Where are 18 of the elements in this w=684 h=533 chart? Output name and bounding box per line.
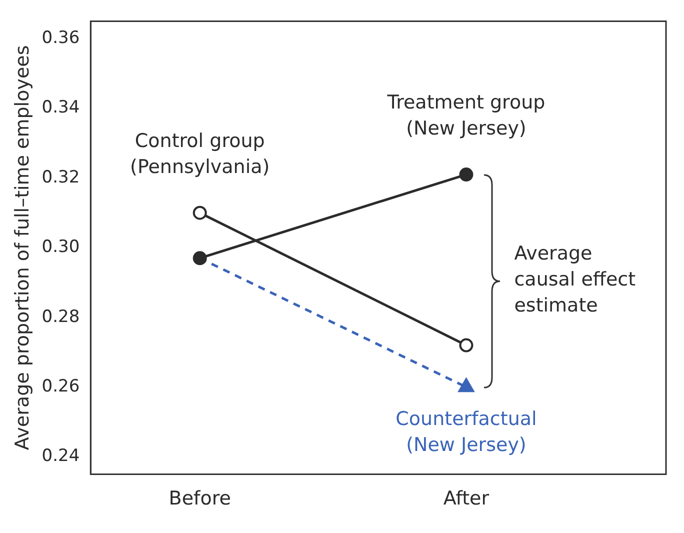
- point: [192, 206, 207, 220]
- point: [192, 251, 207, 266]
- y-tick-label: 0.32: [42, 167, 80, 188]
- y-tick-label: 0.26: [42, 376, 80, 397]
- text: Control group (Pennsylvania): [130, 130, 270, 178]
- x-tick-label: After: [443, 488, 490, 510]
- y-tick-label: 0.28: [42, 306, 80, 327]
- point: [459, 338, 474, 352]
- x-tick-label: Before: [168, 488, 231, 510]
- point: [459, 168, 474, 182]
- y-tick-label: 0.34: [42, 98, 80, 118]
- y-tick-label: 0.36: [42, 28, 80, 48]
- text: Treatment group (New Jersey): [386, 92, 546, 140]
- text: Counterfactual (New Jersey): [396, 408, 537, 456]
- y-tick-label: 0.30: [42, 237, 80, 258]
- y-tick-label: 0.24: [42, 446, 80, 466]
- annotation: Average causal effect estimate: [514, 242, 636, 317]
- y-axis-title: Average proportion of full–time employees: [11, 45, 34, 450]
